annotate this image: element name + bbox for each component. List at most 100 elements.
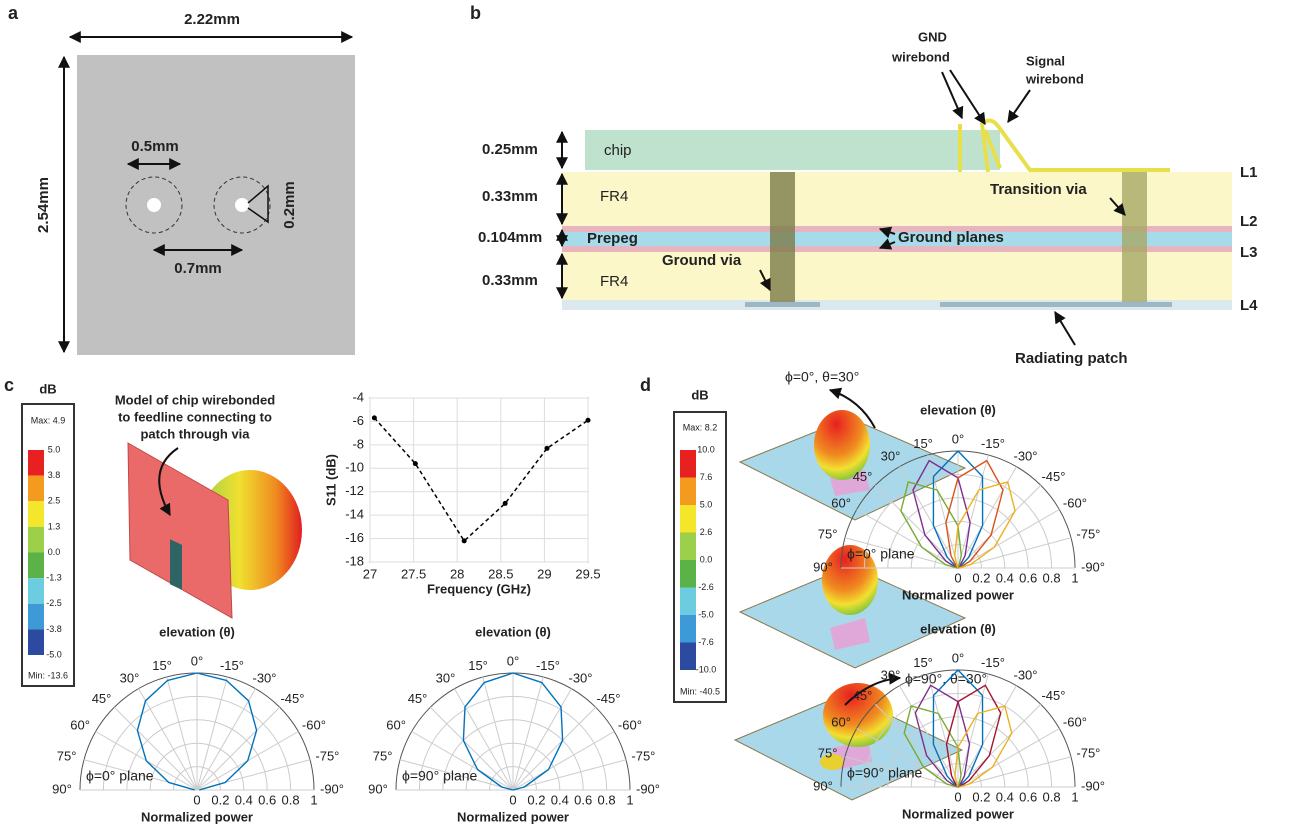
angle-label: 90° — [813, 778, 833, 793]
r-tick-label: 0.2 — [527, 792, 545, 807]
angle-label: 0° — [952, 431, 964, 446]
data-point — [412, 461, 418, 467]
y-tick-label: -6 — [352, 413, 364, 428]
prepeg-layer — [562, 232, 1232, 246]
colorbar-max: Max: 8.2 — [683, 422, 718, 432]
layer-label: chip — [604, 142, 632, 159]
angle-label: -75° — [315, 748, 339, 763]
grid-spoke — [844, 537, 959, 569]
colorbar-band — [28, 629, 44, 655]
r-tick-label: 0 — [954, 570, 961, 585]
plane-label: ϕ=0° plane — [86, 768, 154, 784]
pattern-curve — [900, 481, 962, 569]
beam-label: ϕ=90°, θ=30° — [905, 671, 987, 687]
grid-spoke — [899, 685, 959, 788]
panel-letter: c — [4, 375, 14, 395]
angle-label: -30° — [1014, 668, 1038, 683]
y-tick-label: -18 — [345, 553, 364, 568]
data-point — [502, 500, 508, 506]
x-axis-label: Normalized power — [457, 809, 569, 824]
colorbar-min: Min: -13.6 — [28, 670, 68, 680]
pointer — [1007, 89, 1031, 123]
label: Signal — [1026, 53, 1065, 68]
x-tick-label: 27 — [363, 566, 377, 581]
pattern-curve — [462, 672, 564, 791]
x-tick-label: 29 — [537, 566, 551, 581]
clearance — [125, 176, 183, 234]
dimension-label: 0.7mm — [174, 260, 222, 277]
angle-label: 90° — [813, 559, 833, 574]
hole — [147, 198, 161, 212]
thickness: 0.33mm — [482, 188, 538, 205]
panel-letter: b — [470, 3, 481, 23]
angle-label: 0° — [191, 653, 203, 668]
caption: to feedline connecting to — [118, 409, 272, 424]
pointer — [949, 69, 986, 126]
grid-spoke — [196, 706, 281, 791]
grid-spoke — [957, 537, 1072, 569]
angle-label: 75° — [818, 526, 838, 541]
pattern-curve — [945, 684, 1002, 788]
colorbar-band — [680, 505, 696, 533]
panel-b: b GND wirebond Signal wirebond 0.25mm 0.… — [470, 3, 1258, 367]
angle-label: 60° — [386, 717, 406, 732]
data-line — [373, 417, 589, 543]
grid-spoke — [399, 759, 514, 791]
angle-label: -45° — [1041, 469, 1065, 484]
panel-c: c dB Max: 4.9 Min: -13.6 5.0 3.8 2.5 1.3 0.0… — [4, 375, 302, 687]
beam — [823, 683, 893, 747]
angle-label: -90° — [1081, 559, 1105, 574]
fr4-layer — [562, 252, 1232, 300]
data-point — [461, 538, 467, 544]
r-tick-label: 0.6 — [258, 792, 276, 807]
panel-letter: a — [8, 3, 19, 23]
label: Ground via — [662, 252, 742, 269]
dimension-label: 2.22mm — [184, 11, 240, 28]
beam-label: ϕ=0°, θ=30° — [785, 369, 859, 385]
grid-spoke — [957, 454, 989, 569]
colorbar-label: 5.0 — [48, 444, 61, 454]
r-tick-label: 0.6 — [574, 792, 592, 807]
angle-label: 30° — [120, 671, 140, 686]
angle-label: -30° — [569, 671, 593, 686]
dimension-label: 0.2mm — [281, 181, 298, 229]
r-tick-label: 0.8 — [282, 792, 300, 807]
caption: patch through via — [140, 426, 250, 441]
patch-model — [127, 442, 233, 619]
transition-via — [1122, 172, 1147, 302]
x-axis-label: Frequency (GHz) — [427, 581, 531, 596]
plane-label: ϕ=90° plane — [402, 768, 478, 784]
angle-label: 60° — [831, 714, 851, 729]
x-axis-label: Normalized power — [141, 809, 253, 824]
label: GND — [918, 29, 947, 44]
angle-label: -75° — [1076, 526, 1100, 541]
colorbar-label: -10.0 — [696, 664, 717, 674]
r-tick-label: 0 — [509, 792, 516, 807]
r-tick-label: 0.6 — [1019, 570, 1037, 585]
angle-label: -45° — [280, 691, 304, 706]
r-tick-label: 1 — [1071, 570, 1078, 585]
r-tick-label: 0.8 — [1043, 570, 1061, 585]
pattern-curve — [954, 705, 1013, 788]
angle-label: 90° — [368, 781, 388, 796]
pointer — [844, 672, 902, 706]
colorbar-band — [680, 450, 696, 478]
colorbar-unit: dB — [691, 387, 708, 402]
grid-spoke — [957, 728, 1060, 788]
angle-label: 15° — [913, 436, 933, 451]
pattern-curve — [932, 669, 984, 788]
angle-label: -90° — [636, 781, 660, 796]
thickness: 0.104mm — [478, 229, 542, 246]
grid-spoke — [899, 466, 959, 569]
bottom-layer — [562, 300, 1232, 310]
label: wirebond — [1025, 71, 1084, 86]
pad — [745, 302, 820, 307]
angle-label: -60° — [1063, 714, 1087, 729]
angle-label: -60° — [1063, 495, 1087, 510]
data-point — [544, 445, 550, 451]
angle-label: 45° — [853, 469, 873, 484]
angle-label: -45° — [596, 691, 620, 706]
grid-spoke — [196, 688, 256, 791]
angle-label: 75° — [818, 745, 838, 760]
grid-spoke — [113, 706, 198, 791]
